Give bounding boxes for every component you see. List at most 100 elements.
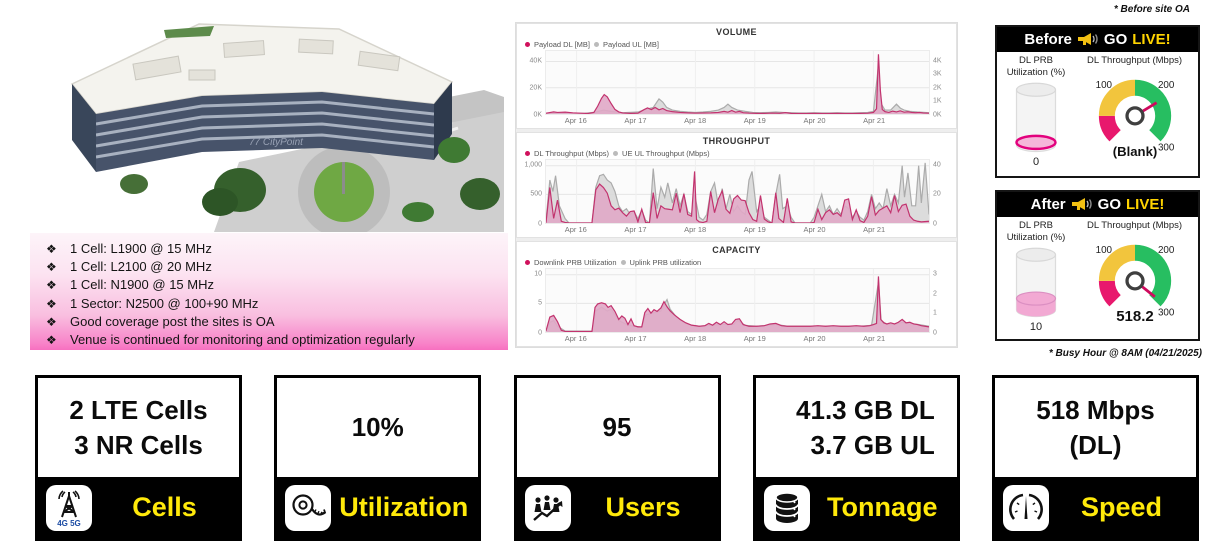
kpi-value: 518 Mbps [1036,394,1155,425]
before-title: Before [1024,31,1072,48]
speedometer-icon [1009,493,1043,520]
kpi-value: 2 LTE Cells [69,394,208,425]
svg-text:200: 200 [1157,80,1174,91]
kpi-value: 95 [602,412,632,442]
x-axis: Apr 16 Apr 17 Apr 18 Apr 19 Apr 20 Apr 21 [564,225,886,234]
building-facade [96,92,434,172]
after-panel: After GO LIVE! DL PRB Utilization (%) 10… [995,190,1200,341]
kpi-label: Tonnage [827,492,938,522]
capacity-chart: CAPACITY Downlink PRB Utilization Uplink… [516,241,957,347]
summary-bullet: ❖ 1 Cell: L2100 @ 20 MHz [46,259,212,275]
after-title: After [1030,196,1066,213]
cell-tower-icon: 4G 5G [57,489,81,528]
busy-hour-note: * Busy Hour @ 8AM (04/21/2025) [1048,348,1202,359]
summary-bullet: ❖ Good coverage post the sites is OA [46,313,275,329]
legend-dot-ul [594,41,599,47]
throughput-gauge: 100 200 300(Blank) [1095,79,1174,159]
users-kpi-card: 95 Users [513,375,721,541]
y-axis-left: 0 500 1,000 [524,161,542,228]
database-icon [774,491,799,523]
chart-legend: DL Throughput (Mbps) UE UL Throughput (M… [517,148,956,158]
svg-text:300: 300 [1157,142,1174,153]
y-axis-left: 0K 20K 40K [529,57,542,119]
before-panel: Before GO LIVE! DL PRB Utilization (%) 0… [995,25,1200,178]
throughput-chart: THROUGHPUT DL Throughput (Mbps) UE UL Th… [516,132,957,238]
y-axis-left: 0 5 10 [534,270,542,337]
megaphone-icon [1071,198,1092,210]
summary-bullet: ❖ Venue is continued for monitoring and o… [46,332,415,348]
legend-label-ul: Uplink PRB utilization [629,257,702,267]
kpi-label: Users [605,492,681,522]
throughput-gauge-label: DL Throughput (Mbps) [1086,55,1183,66]
svg-text:200: 200 [1157,245,1174,256]
summary-bullet: ❖ 1 Cell: N1900 @ 15 MHz [46,277,214,293]
kpi-label: Cells [132,492,197,522]
go-live-live: LIVE! [1126,196,1165,213]
kpi-value: 3.7 GB UL [810,429,935,460]
y-axis-right: 0K 1K 2K 3K 4K [933,57,942,119]
legend-dot-dl [525,150,530,156]
prb-value: 0 [1032,156,1040,168]
kpi-value: (DL) [1069,429,1122,460]
legend-label-ul: Payload UL [MB] [603,39,659,49]
site-summary-box: ❖ 1 Cell: L1900 @ 15 MHz ❖ 1 Cell: L2100 @ … [30,233,508,350]
chart-legend: Downlink PRB Utilization Uplink PRB util… [517,257,956,267]
chart-title: THROUGHPUT [702,136,771,146]
megaphone-icon [1077,33,1098,45]
tonnage-kpi-card: 41.3 GB DL 3.7 GB UL Tonnage [752,375,960,541]
volume-plot [545,50,930,115]
kpi-value: 3 NR Cells [74,429,203,460]
x-axis: Apr 16 Apr 17 Apr 18 Apr 19 Apr 20 Apr 21 [564,334,886,343]
site-aerial-image: 77 CityPoint [14,2,504,232]
chart-legend: Payload DL [MB] Payload UL [MB] [517,39,956,49]
before-header: Before GO LIVE! [997,27,1198,52]
prb-value: 10 [1029,321,1043,333]
svg-text:300: 300 [1157,307,1174,318]
users-growth-icon [532,494,562,521]
capacity-plot [545,268,930,333]
building-label: 77 CityPoint [249,137,304,148]
throughput-gauge-label: DL Throughput (Mbps) [1086,220,1183,231]
prb-utilization-label: DL PRB Utilization (%) [1006,220,1066,243]
go-live-go: GO [1103,31,1128,48]
prb-cylinder-gauge [1015,247,1057,318]
charts-panel: VOLUME Payload DL [MB] Payload UL [MB] 0… [515,22,958,348]
go-live-live: LIVE! [1132,31,1171,48]
speed-kpi-card: 518 Mbps (DL) Speed [992,375,1199,541]
svg-text:100: 100 [1095,80,1112,91]
prb-cylinder-gauge [1015,82,1057,153]
kpi-value: 10% [351,412,404,442]
summary-bullet: ❖ 1 Sector: N2500 @ 100+90 MHz [46,295,259,311]
legend-dot-dl [525,41,530,47]
trees [120,137,500,222]
chart-title: VOLUME [716,27,757,37]
utilization-kpi-card: 10% Utilization [274,375,482,541]
throughput-plot [545,159,930,224]
y-axis-right: 0 20 40 [933,161,941,228]
before-site-note: * Before site OA [1113,4,1190,15]
icon-caption: 4G 5G [57,519,81,528]
legend-label-dl: DL Throughput (Mbps) [534,148,610,158]
legend-label-ul: UE UL Throughput (Mbps) [622,148,710,158]
svg-text:518.2: 518.2 [1116,308,1154,325]
chart-title: CAPACITY [712,245,761,255]
legend-dot-ul [620,259,626,265]
x-axis: Apr 16 Apr 17 Apr 18 Apr 19 Apr 20 Apr 21 [564,116,886,125]
legend-label-dl: Payload DL [MB] [534,39,590,49]
kpi-label: Utilization [339,492,469,522]
after-header: After GO LIVE! [997,192,1198,217]
summary-bullet: ❖ 1 Cell: L1900 @ 15 MHz [46,241,212,256]
prb-utilization-label: DL PRB Utilization (%) [1006,55,1066,78]
legend-dot-dl [525,259,530,265]
volume-chart: VOLUME Payload DL [MB] Payload UL [MB] 0… [516,23,957,129]
tape-measure-icon [292,493,327,516]
svg-text:(Blank): (Blank) [1112,144,1156,159]
go-live-go: GO [1097,196,1121,213]
kpi-row: 2 LTE Cells 3 NR Cells 4G 5G [35,375,1199,541]
svg-text:100: 100 [1095,245,1112,256]
legend-label-dl: Downlink PRB Utilization [534,257,617,267]
kpi-value: 41.3 GB DL [796,394,935,425]
